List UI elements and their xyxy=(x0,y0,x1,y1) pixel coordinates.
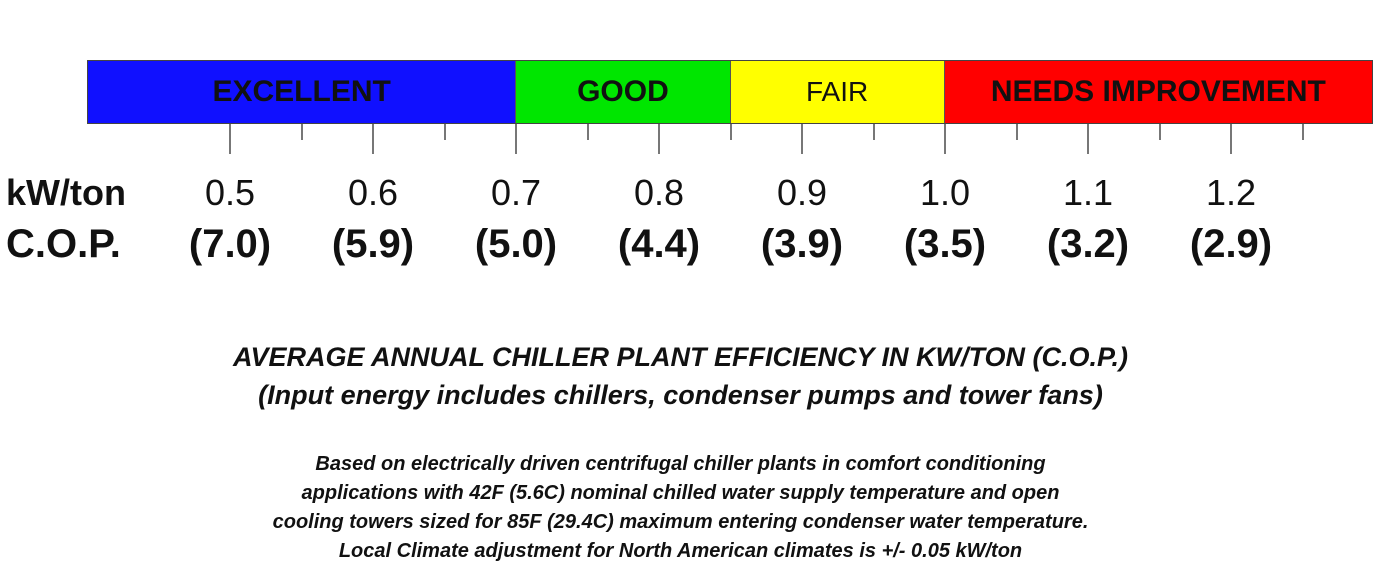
minor-tick xyxy=(300,124,303,140)
cop-value: (3.5) xyxy=(903,222,987,266)
kw-value: 0.9 xyxy=(776,172,828,213)
minor-tick xyxy=(586,124,589,140)
major-tick xyxy=(944,124,946,154)
kw-value: 0.7 xyxy=(490,172,542,213)
chart-title: AVERAGE ANNUAL CHILLER PLANT EFFICIENCY … xyxy=(232,342,1129,372)
major-tick xyxy=(515,124,517,154)
band-fair: FAIR xyxy=(730,61,945,123)
band-needs-improvement: NEEDS IMPROVEMENT xyxy=(944,61,1372,123)
footnote-line: applications with 42F (5.6C) nominal chi… xyxy=(301,482,1060,504)
minor-tick xyxy=(1015,124,1018,140)
minor-tick xyxy=(443,124,446,140)
band-good: GOOD xyxy=(516,61,731,123)
kw-value: 1.2 xyxy=(1205,172,1257,213)
kw-value: 1.0 xyxy=(919,172,971,213)
cop-value: (5.9) xyxy=(331,222,415,266)
major-tick xyxy=(658,124,660,154)
minor-tick xyxy=(1301,124,1304,140)
major-tick xyxy=(1087,124,1089,154)
cop-value: (2.9) xyxy=(1189,222,1273,266)
kw-value: 0.8 xyxy=(633,172,685,213)
footnote: Based on electrically driven centrifugal… xyxy=(0,450,1371,566)
kw-per-ton-label: kW/ton xyxy=(6,172,126,213)
scale-ticks xyxy=(0,124,1381,160)
footnote-line: Local Climate adjustment for North Ameri… xyxy=(338,540,1023,562)
footnote-line: cooling towers sized for 85F (29.4C) max… xyxy=(272,511,1089,533)
footnote-line: Based on electrically driven centrifugal… xyxy=(315,453,1046,475)
kw-value: 0.6 xyxy=(347,172,399,213)
major-tick xyxy=(801,124,803,154)
minor-tick xyxy=(729,124,732,140)
cop-value: (4.4) xyxy=(617,222,701,266)
cop-value: (3.9) xyxy=(760,222,844,266)
major-tick xyxy=(1230,124,1232,154)
minor-tick xyxy=(872,124,875,140)
minor-tick xyxy=(1158,124,1161,140)
cop-value: (5.0) xyxy=(474,222,558,266)
efficiency-scale-bar: EXCELLENT GOOD FAIR NEEDS IMPROVEMENT xyxy=(87,60,1373,124)
major-tick xyxy=(372,124,374,154)
cop-value: (7.0) xyxy=(188,222,272,266)
chart-subtitle: (Input energy includes chillers, condens… xyxy=(258,380,1103,410)
band-excellent: EXCELLENT xyxy=(88,61,517,123)
cop-value: (3.2) xyxy=(1046,222,1130,266)
kw-value: 1.1 xyxy=(1062,172,1114,213)
cop-label: C.O.P. xyxy=(6,222,121,266)
kw-value: 0.5 xyxy=(204,172,256,213)
major-tick xyxy=(229,124,231,154)
